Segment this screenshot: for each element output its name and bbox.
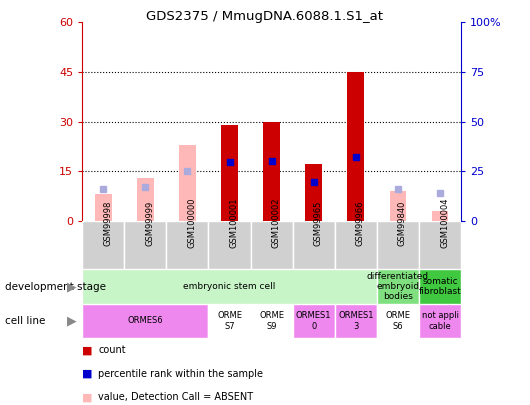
Bar xyxy=(377,269,419,304)
Text: GDS2375 / MmugDNA.6088.1.S1_at: GDS2375 / MmugDNA.6088.1.S1_at xyxy=(146,10,384,23)
Bar xyxy=(293,304,335,338)
Text: GSM99999: GSM99999 xyxy=(145,200,154,246)
Text: GSM100002: GSM100002 xyxy=(271,198,280,248)
Bar xyxy=(82,304,208,338)
Text: differentiated
embryoid
bodies: differentiated embryoid bodies xyxy=(367,272,429,301)
Bar xyxy=(419,221,461,269)
Bar xyxy=(251,221,293,269)
Bar xyxy=(419,269,461,304)
Bar xyxy=(419,304,461,338)
Text: ▶: ▶ xyxy=(67,314,77,328)
Bar xyxy=(431,211,448,221)
Text: ORMES1
3: ORMES1 3 xyxy=(338,311,374,330)
Bar xyxy=(208,304,251,338)
Text: GSM99998: GSM99998 xyxy=(103,200,112,246)
Text: ▶: ▶ xyxy=(67,280,77,293)
Text: GSM100001: GSM100001 xyxy=(229,198,239,248)
Text: embryonic stem cell: embryonic stem cell xyxy=(183,282,276,291)
Text: ORME
S9: ORME S9 xyxy=(259,311,284,330)
Text: somatic
fibroblast: somatic fibroblast xyxy=(419,277,462,296)
Text: GSM99965: GSM99965 xyxy=(314,200,323,246)
Bar xyxy=(377,304,419,338)
Bar xyxy=(179,145,196,221)
Text: GSM99840: GSM99840 xyxy=(398,200,407,246)
Bar xyxy=(82,221,124,269)
Text: percentile rank within the sample: percentile rank within the sample xyxy=(98,369,263,379)
Bar xyxy=(137,178,154,221)
Text: ■: ■ xyxy=(82,392,93,402)
Text: ORME
S6: ORME S6 xyxy=(385,311,410,330)
Bar xyxy=(208,221,251,269)
Bar xyxy=(335,221,377,269)
Bar xyxy=(95,194,112,221)
Bar xyxy=(263,122,280,221)
Bar xyxy=(82,269,377,304)
Text: GSM100004: GSM100004 xyxy=(440,198,449,248)
Text: GSM99966: GSM99966 xyxy=(356,200,365,246)
Text: ■: ■ xyxy=(82,369,93,379)
Text: ■: ■ xyxy=(82,345,93,355)
Bar xyxy=(293,221,335,269)
Text: count: count xyxy=(98,345,126,355)
Bar xyxy=(166,221,208,269)
Text: ORMES1
0: ORMES1 0 xyxy=(296,311,331,330)
Text: not appli
cable: not appli cable xyxy=(421,311,458,330)
Text: value, Detection Call = ABSENT: value, Detection Call = ABSENT xyxy=(98,392,253,402)
Bar xyxy=(377,221,419,269)
Bar xyxy=(251,304,293,338)
Text: GSM100000: GSM100000 xyxy=(188,198,197,248)
Bar xyxy=(335,304,377,338)
Text: ORMES6: ORMES6 xyxy=(128,316,163,326)
Bar xyxy=(124,221,166,269)
Text: ORME
S7: ORME S7 xyxy=(217,311,242,330)
Bar xyxy=(305,164,322,221)
Bar xyxy=(221,125,238,221)
Text: cell line: cell line xyxy=(5,316,46,326)
Text: development stage: development stage xyxy=(5,281,107,292)
Bar xyxy=(348,72,364,221)
Bar xyxy=(390,191,407,221)
